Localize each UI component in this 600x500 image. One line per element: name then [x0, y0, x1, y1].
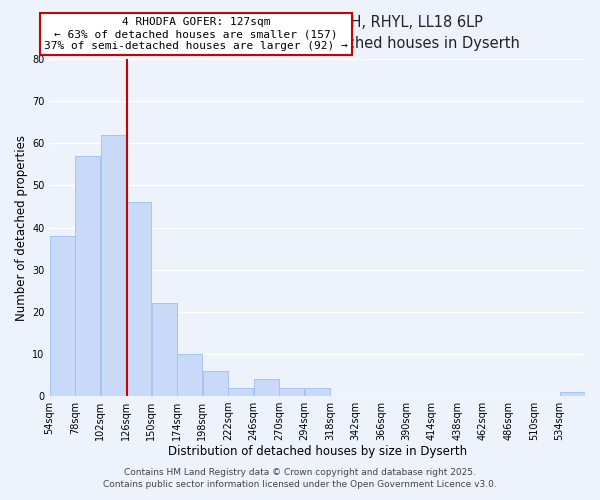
Bar — [203, 370, 228, 396]
Bar — [50, 236, 75, 396]
Bar — [228, 388, 253, 396]
Title: 4, RHODFA GOFER, DYSERTH, RHYL, LL18 6LP
Size of property relative to detached h: 4, RHODFA GOFER, DYSERTH, RHYL, LL18 6LP… — [114, 15, 520, 51]
Bar — [152, 304, 177, 396]
Bar — [75, 156, 100, 396]
Bar — [101, 135, 126, 396]
Text: 4 RHODFA GOFER: 127sqm
← 63% of detached houses are smaller (157)
37% of semi-de: 4 RHODFA GOFER: 127sqm ← 63% of detached… — [44, 18, 348, 50]
Bar — [305, 388, 330, 396]
Bar — [560, 392, 585, 396]
X-axis label: Distribution of detached houses by size in Dyserth: Distribution of detached houses by size … — [167, 444, 467, 458]
Bar — [254, 379, 279, 396]
Bar — [177, 354, 202, 396]
Text: Contains HM Land Registry data © Crown copyright and database right 2025.
Contai: Contains HM Land Registry data © Crown c… — [103, 468, 497, 489]
Bar — [126, 202, 151, 396]
Bar — [279, 388, 304, 396]
Y-axis label: Number of detached properties: Number of detached properties — [15, 134, 28, 320]
